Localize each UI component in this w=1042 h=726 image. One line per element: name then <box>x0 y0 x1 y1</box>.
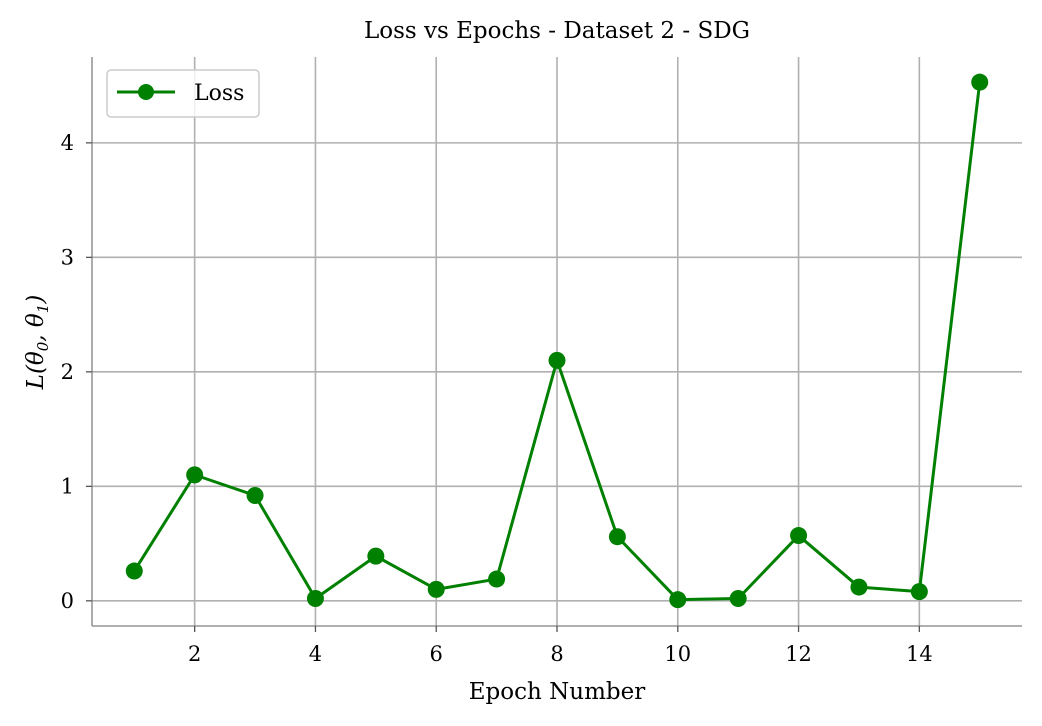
x-ticks: 2 4 6 8 10 12 14 <box>188 626 933 666</box>
x-tick-label: 2 <box>188 642 201 666</box>
y-axis-label-sub1: 1 <box>34 304 52 314</box>
legend-marker <box>138 84 154 100</box>
legend-label-loss: Loss <box>194 81 244 106</box>
x-tick-label: 14 <box>906 642 933 666</box>
x-tick-label: 4 <box>309 642 322 666</box>
data-point <box>427 580 445 598</box>
x-tick-label: 10 <box>664 642 691 666</box>
data-point <box>910 583 928 601</box>
y-axis-label-end: ) <box>23 295 49 305</box>
data-point <box>548 351 566 369</box>
x-tick-label: 12 <box>785 642 812 666</box>
x-tick-label: 8 <box>550 642 563 666</box>
data-point <box>186 466 204 484</box>
data-point <box>729 590 747 608</box>
y-axis-label-mid: , θ <box>23 313 49 342</box>
data-point <box>790 527 808 545</box>
data-point <box>608 528 626 546</box>
data-point <box>971 73 989 91</box>
data-point <box>850 578 868 596</box>
y-axis-label-main: L(θ <box>23 351 49 390</box>
y-axis-label: L(θ0, θ1) <box>23 295 52 391</box>
data-point <box>306 590 324 608</box>
x-tick-label: 6 <box>430 642 443 666</box>
y-axis-label-sub0: 0 <box>34 341 52 351</box>
data-point <box>246 486 264 504</box>
y-tick-label: 3 <box>61 245 74 269</box>
data-point <box>669 591 687 609</box>
y-tick-label: 4 <box>61 131 74 155</box>
legend-box <box>106 69 260 118</box>
y-tick-label: 0 <box>61 589 74 613</box>
x-axis-label: Epoch Number <box>469 679 645 705</box>
legend: Loss <box>106 69 260 118</box>
y-tick-label: 1 <box>61 474 74 498</box>
data-point <box>125 562 143 580</box>
data-point <box>488 570 506 588</box>
grid <box>92 57 1022 626</box>
y-ticks: 0 1 2 3 4 <box>61 131 92 613</box>
series-loss <box>125 73 989 609</box>
y-tick-label: 2 <box>61 360 74 384</box>
data-point <box>367 547 385 565</box>
chart-title: Loss vs Epochs - Dataset 2 - SDG <box>364 18 750 44</box>
